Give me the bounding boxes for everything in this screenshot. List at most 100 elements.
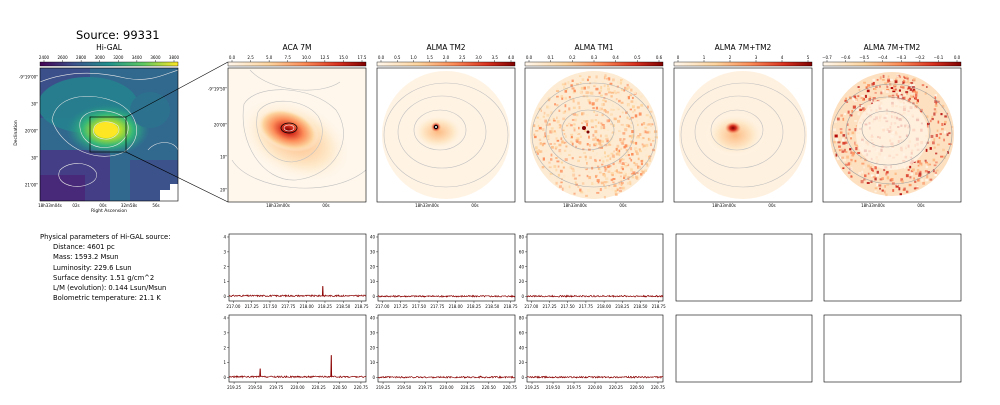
spectrum-ytick-label: 0	[372, 375, 375, 380]
m7tm2b-axis-ticks: 18h33m00s 00s	[861, 203, 924, 208]
spectrum-xtick-label: 218.75	[652, 304, 666, 309]
tm2-colorbar-ticks: 0.0 0.5 1.0 1.5 2.0 2.5 3.0 3.5 4.0	[378, 55, 515, 62]
spectrum-xtick-label: 217.75	[281, 304, 295, 309]
m7tm2b-cbar-tick-label: −0.4	[878, 55, 888, 60]
spectrum-ytick-label: 3	[223, 249, 226, 254]
m7tm2b-cbar-tick-label: −0.7	[822, 55, 832, 60]
spectrum-ytick-label: 20	[519, 279, 525, 284]
spectrum-plot: 0 20 40 60 80 219.25 219.50 219.75 220.00 220.25 2…	[519, 314, 665, 390]
tm1-cbar-tick-label: 0.2	[569, 55, 576, 60]
higal-cbar-tick-label: 3400	[132, 55, 143, 60]
tm1-cbar-tick-label: 0.0	[526, 55, 533, 60]
spectrum-xtick-label: 217.00	[226, 304, 240, 309]
spectrum-ytick-label: 0	[223, 375, 226, 380]
spectrum-xtick-label: 220.00	[291, 385, 305, 390]
spectrum-m7tm2-row1	[675, 233, 813, 302]
m7tm2b-cbar-tick-label: −0.1	[934, 55, 944, 60]
spectrum-ytick-label: 60	[519, 249, 525, 254]
spectrum-ytick-label: 4	[223, 315, 226, 320]
spectrum-ytick-label: 1	[223, 279, 226, 284]
spectrum-frame	[526, 314, 664, 383]
spectrum-xtick-label: 218.25	[615, 304, 629, 309]
spectrum-xtick-label: 219.25	[376, 385, 390, 390]
aca7m-colorbar	[227, 61, 367, 67]
m7tm2-title: ALMA 7M+TM2	[715, 43, 772, 52]
higal-title: Hi-GAL	[96, 43, 123, 52]
aca7m-cbar-tick-label: 2.5	[247, 55, 254, 60]
tm2-title: ALMA TM2	[426, 43, 465, 52]
aca7m-cbar-tick-label: 0.0	[229, 55, 236, 60]
spectrum-xtick-label: 218.75	[355, 304, 369, 309]
m7tm2-cbar-tick-label: 5	[807, 55, 810, 60]
spectrum-ytick-label: 4	[223, 234, 226, 239]
m7tm2-xtick-label: 00s	[768, 203, 775, 208]
higal-ytick-label: 20'00"	[25, 129, 38, 134]
spectrum-plot: 0 10 20 30 40 219.25 219.50 219.75 220.00 220.25 2…	[370, 314, 517, 390]
zoom-connector-top	[125, 61, 229, 118]
tm1-xtick-label: 18h33m00s	[563, 203, 587, 208]
aca7m-xtick-label: 18h33m00s	[266, 203, 290, 208]
spectrum-xtick-label: 220.00	[440, 385, 454, 390]
higal-colorbar-ticks: 2400 2600 2800 3000 3200 3400 3600 3800	[39, 55, 180, 62]
higal-xtick-label: 32m58s	[121, 203, 137, 208]
param-bolometric-temperature: Bolometric temperature: 21.1 K	[53, 294, 161, 302]
spectrum-frame	[377, 314, 516, 383]
aca7m-colorbar-ticks: 0.0 2.5 5.0 7.5 10.0 12.5 15.0 17.5	[229, 55, 367, 62]
spectrum-xtick-label: 220.25	[609, 385, 623, 390]
spectrum-xtick-label: 219.50	[397, 385, 411, 390]
tm2-cbar-tick-label: 2.5	[459, 55, 466, 60]
aca7m-ytick-label: 20'00"	[214, 123, 227, 128]
aca7m-cbar-tick-label: 7.5	[285, 55, 292, 60]
spectrum-xtick-label: 218.50	[485, 304, 499, 309]
spectrum-xtick-label: 217.50	[263, 304, 277, 309]
spectrum-ytick-label: 40	[519, 345, 525, 350]
spectrum-line	[377, 294, 516, 298]
spectrum-xtick-label: 220.25	[312, 385, 326, 390]
spectrum-xtick-label: 218.25	[318, 304, 332, 309]
spectrum-xtick-label: 218.75	[504, 304, 518, 309]
m7tm2b-panel: ALMA 7M+TM2 −0.7 −0.6 −0.5 −0.4 −0.3 −0.2 −0.1…	[822, 43, 962, 208]
spectrum-xtick-label: 217.00	[375, 304, 389, 309]
spectrum-xtick-label: 217.75	[430, 304, 444, 309]
param-mass: Mass: 1593.2 Msun	[53, 253, 119, 261]
spectrum-m7tm2-row2	[675, 314, 813, 383]
m7tm2b-cbar-tick-label: −0.2	[915, 55, 925, 60]
spectrum-ytick-label: 1	[223, 360, 226, 365]
m7tm2-colorbar-ticks: 0 1 2 3 4 5	[677, 55, 810, 62]
tm2-cbar-tick-label: 1.0	[410, 55, 417, 60]
aca7m-title: ACA 7M	[283, 43, 312, 52]
higal-axis-ticks: -9°19'00" 30" 20'00" 30" 21'00" 18h33m04s 02s 0…	[19, 75, 160, 209]
spectrum-xtick-label: 218.00	[597, 304, 611, 309]
param-surface-density: Surface density: 1.51 g/cm^2	[53, 274, 154, 282]
spectrum-ytick-label: 2	[223, 345, 226, 350]
tm2-cbar-tick-label: 1.5	[427, 55, 434, 60]
m7tm2b-xtick-label: 18h33m00s	[861, 203, 885, 208]
spectrum-ytick-label: 60	[519, 330, 525, 335]
aca7m-axis-ticks: -9°19'50" 20'00" 10" 20" 18h33m00s 00s	[208, 87, 330, 209]
tm2-cbar-tick-label: 0.0	[378, 55, 385, 60]
tm1-cbar-tick-label: 0.3	[591, 55, 598, 60]
higal-xtick-label: 02s	[72, 203, 79, 208]
spectrum-xtick-label: 220.75	[651, 385, 665, 390]
higal-panel: Hi-GAL 2400 2600 2800 3000 3200 3400 3600 3800	[13, 43, 229, 214]
param-lm-ratio: L/M (evolution): 0.144 Lsun/Msun	[53, 284, 166, 292]
spectrum-m7tm2b-row2	[823, 314, 962, 383]
spectrum-ytick-label: 40	[370, 234, 376, 239]
spectrum-xtick-label: 217.25	[543, 304, 557, 309]
source-title: Source: 99331	[76, 28, 160, 42]
m7tm2-cbar-tick-label: 2	[729, 55, 732, 60]
spectrum-plot: 0 10 20 30 40 217.00 217.25 217.50 217.75 218.00 2…	[370, 233, 518, 309]
aca7m-cbar-tick-label: 12.5	[320, 55, 329, 60]
higal-ytick-label: 21'00"	[25, 183, 38, 188]
spectrum-xtick-label: 217.25	[394, 304, 408, 309]
aca7m-cbar-tick-label: 17.5	[358, 55, 367, 60]
spectrum-m7tm2b-row1	[823, 233, 962, 302]
spectrum-line	[526, 294, 664, 298]
aca7m-ytick-label: 10"	[220, 155, 227, 160]
tm1-axis-ticks: 18h33m00s 00s	[563, 203, 626, 208]
spectrum-xtick-label: 218.50	[633, 304, 647, 309]
spectrum-frame	[377, 233, 516, 302]
m7tm2-cbar-tick-label: 4	[781, 55, 784, 60]
m7tm2-cbar-tick-label: 0	[677, 55, 680, 60]
tm2-cbar-tick-label: 3.0	[475, 55, 482, 60]
